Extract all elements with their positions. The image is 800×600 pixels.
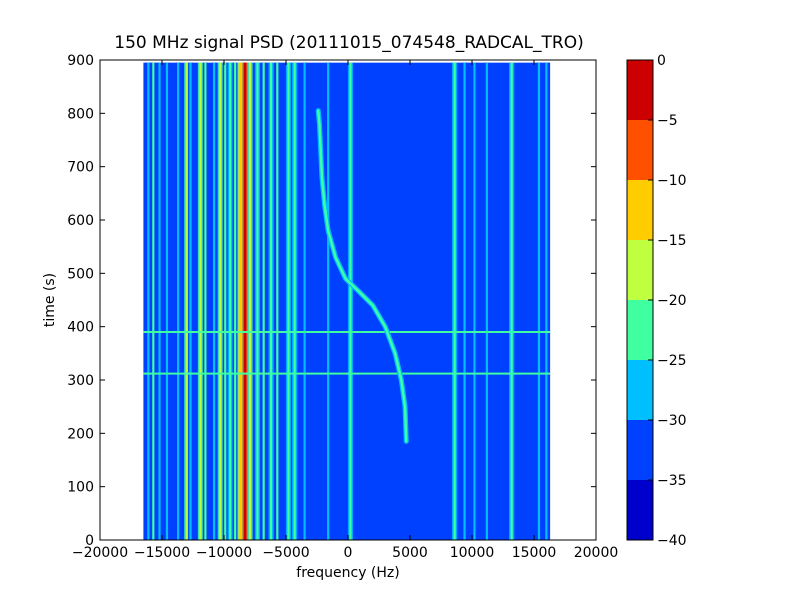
heatmap-background (143, 62, 551, 541)
heatmap-vertical-line (473, 62, 476, 541)
heatmap-vertical-line (152, 62, 155, 541)
y-tick-label: 300 (67, 373, 94, 389)
heatmap (143, 62, 551, 541)
heatmap-vertical-line (276, 62, 279, 541)
heatmap-vertical-line (234, 62, 237, 541)
y-tick-label: 200 (67, 426, 94, 442)
heatmap-vertical-line (212, 62, 216, 541)
heatmap-vertical-line (165, 62, 169, 541)
x-tick-label: 0 (344, 545, 353, 561)
colorbar-segment (627, 180, 653, 240)
y-tick-label: 100 (67, 480, 94, 496)
colorbar-segment (627, 120, 653, 180)
x-tick-label: −15000 (134, 545, 190, 561)
plot-area (99, 59, 597, 541)
colorbar-tick-label: −20 (657, 293, 687, 309)
heatmap-vertical-line (224, 62, 227, 541)
colorbar-tick-label: −10 (657, 173, 687, 189)
y-tick-label: 400 (67, 320, 94, 336)
colorbar: 0 −5 −10 −15 −20 −25 −30 −35 −40 (626, 53, 687, 549)
x-tick-label: 15000 (512, 545, 557, 561)
heatmap-vertical-line (293, 62, 296, 541)
heatmap-sweep-trace (317, 109, 408, 443)
colorbar-tick-label: −40 (657, 533, 687, 549)
x-axis: −20000 −15000 −10000 −5000 0 5000 10000 15000 20… (72, 60, 618, 561)
heatmap-vertical-line (453, 62, 456, 541)
x-tick-label: 5000 (392, 545, 428, 561)
heatmap-vertical-line (204, 62, 207, 541)
chart-title: 150 MHz signal PSD (20111015_074548_RADC… (114, 33, 583, 53)
heatmap-vertical-line (537, 62, 541, 541)
heatmap-vertical-line (327, 62, 330, 541)
heatmap-vertical-line (303, 62, 306, 541)
heatmap-vertical-line (485, 62, 488, 541)
colorbar-tick-label: −35 (657, 473, 687, 489)
heatmap-horizontal-line (143, 372, 551, 375)
x-tick-label: 20000 (574, 545, 619, 561)
heatmap-vertical-line (463, 62, 466, 541)
heatmap-vertical-line (256, 62, 259, 541)
heatmap-vertical-line (199, 62, 202, 541)
heatmap-vertical-line (349, 62, 352, 541)
y-tick-label: 800 (67, 106, 94, 122)
heatmap-vertical-line (189, 62, 192, 541)
heatmap-vertical-line (147, 62, 150, 541)
colorbar-segment (627, 360, 653, 420)
x-axis-label: frequency (Hz) (296, 565, 399, 581)
colorbar-tick-label: −5 (657, 113, 678, 129)
colorbar-segment (627, 420, 653, 480)
colorbar-segment (627, 480, 653, 540)
heatmap-vertical-line (270, 62, 273, 541)
y-tick-label: 700 (67, 160, 94, 176)
heatmap-vertical-line (177, 62, 180, 541)
heatmap-vertical-line (239, 62, 242, 541)
colorbar-segment (627, 240, 653, 300)
heatmap-vertical-line (510, 62, 513, 541)
heatmap-vertical-line (248, 62, 252, 541)
y-axis-label: time (s) (42, 273, 58, 327)
y-tick-label: 0 (85, 533, 94, 549)
colorbar-tick-label: −30 (657, 413, 687, 429)
x-tick-label: −10000 (196, 545, 252, 561)
colorbar-segment (627, 300, 653, 360)
heatmap-vertical-line (185, 62, 188, 541)
heatmap-vertical-line (262, 62, 265, 541)
y-axis: 0 100 200 300 400 500 600 700 800 900 (67, 53, 596, 549)
heatmap-vertical-line (229, 62, 232, 541)
colorbar-tick-label: −15 (657, 233, 687, 249)
heatmap-vertical-line (287, 62, 290, 541)
x-tick-label: −20000 (72, 545, 128, 561)
heatmap-vertical-line (545, 62, 548, 541)
y-tick-label: 900 (67, 53, 94, 69)
x-tick-label: 10000 (450, 545, 495, 561)
heatmap-vertical-line (243, 62, 247, 541)
colorbar-tick-label: 0 (657, 53, 666, 69)
y-tick-label: 500 (67, 266, 94, 282)
x-tick-label: −5000 (262, 545, 309, 561)
y-tick-label: 600 (67, 213, 94, 229)
colorbar-segment (627, 60, 653, 120)
colorbar-tick-label: −25 (657, 353, 687, 369)
heatmap-vertical-line (219, 62, 222, 541)
heatmap-vertical-line (158, 62, 161, 541)
heatmap-horizontal-line (143, 331, 551, 333)
